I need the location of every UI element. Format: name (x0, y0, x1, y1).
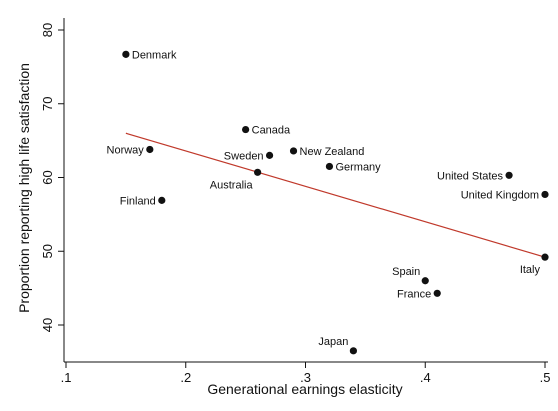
point-label-united-states: United States (437, 170, 504, 182)
data-points: Denmark Canada Norway New Zealand Sweden Germ… (107, 49, 549, 355)
point-label-sweden: Sweden (224, 150, 264, 162)
point-united-kingdom (541, 190, 549, 199)
point-sweden (265, 151, 274, 159)
point-spain (421, 277, 429, 285)
point-label-canada: Canada (252, 125, 291, 137)
point-united-states (505, 171, 513, 179)
point-france (433, 289, 441, 297)
x-tick-label: .4 (420, 370, 431, 385)
point-label-norway: Norway (107, 144, 145, 156)
x-tick-label: .5 (540, 370, 551, 385)
point-canada (242, 125, 250, 134)
point-norway (146, 145, 154, 154)
fit-line (125, 132, 546, 258)
y-axis-title: Proportion reporting high life satisfact… (16, 63, 32, 313)
point-japan (349, 347, 357, 355)
x-tick-label: .3 (300, 370, 311, 385)
point-label-spain: Spain (392, 266, 420, 278)
point-label-japan: Japan (318, 336, 348, 348)
y-tick-label: 60 (40, 170, 55, 184)
point-label-australia: Australia (210, 179, 254, 191)
point-label-france: France (397, 288, 431, 300)
x-axis-title: Generational earnings elasticity (207, 381, 402, 397)
x-tick-label: .1 (61, 370, 72, 385)
point-new-zealand (289, 147, 298, 155)
point-label-denmark: Denmark (132, 49, 177, 61)
y-tick-label: 80 (40, 23, 55, 37)
y-tick-label: 40 (40, 318, 55, 332)
point-label-united-kingdom: United Kingdom (461, 189, 539, 201)
point-label-new-zealand: New Zealand (300, 146, 365, 158)
point-label-germany: Germany (335, 161, 381, 173)
point-label-finland: Finland (120, 195, 156, 207)
x-tick-label: .2 (180, 370, 191, 385)
y-ticks: 40 50 60 70 80 (40, 23, 64, 332)
point-germany (325, 162, 334, 171)
fit-line-group (125, 132, 546, 258)
point-finland (158, 196, 166, 204)
y-tick-label: 50 (40, 244, 55, 258)
point-denmark (122, 50, 130, 58)
point-label-italy: Italy (520, 264, 541, 276)
point-australia (254, 168, 262, 176)
point-italy (541, 253, 549, 261)
y-tick-label: 70 (40, 97, 55, 111)
x-ticks: .1 .2 .3 .4 .5 (61, 362, 551, 385)
